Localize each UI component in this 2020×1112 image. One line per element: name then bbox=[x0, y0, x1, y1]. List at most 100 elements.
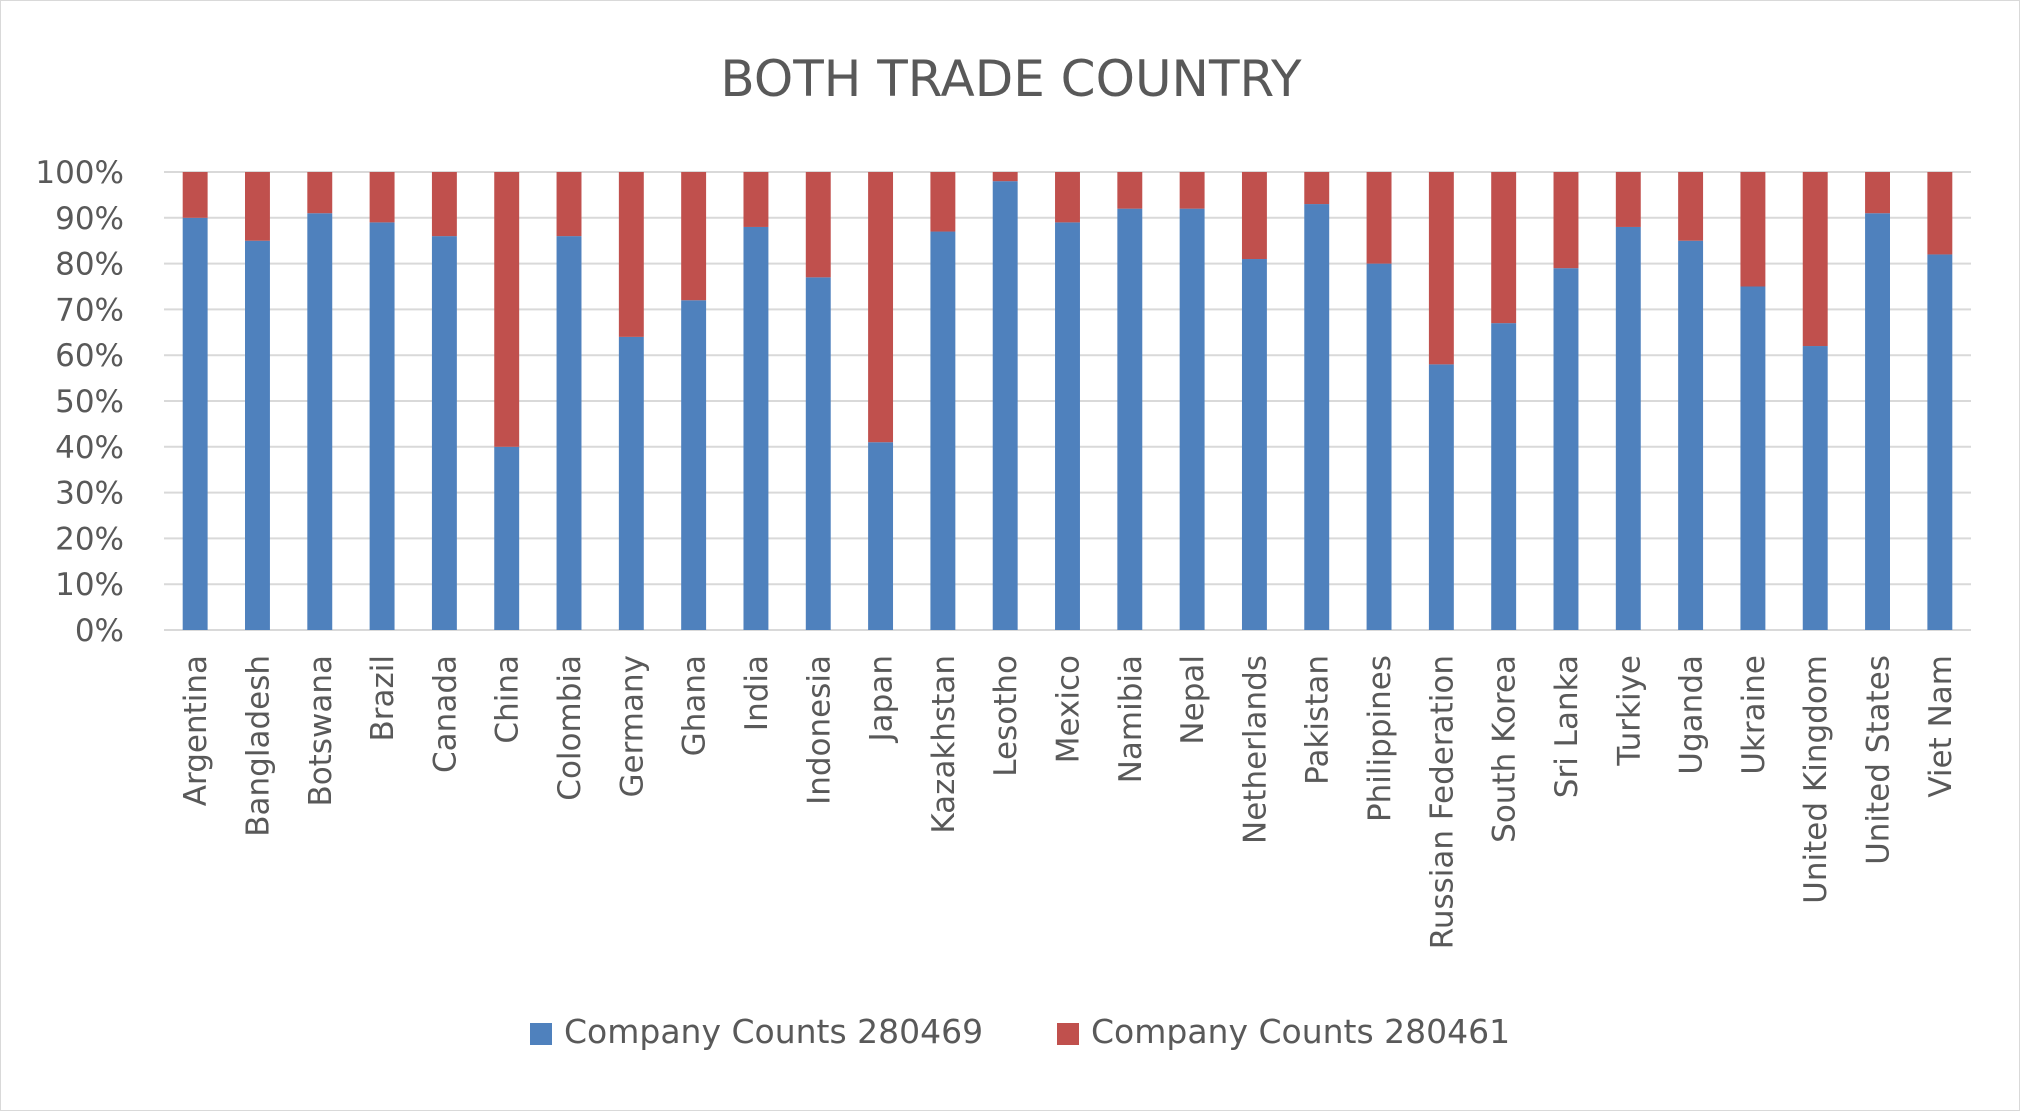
bar-segment-series-2 bbox=[681, 172, 707, 301]
bar-segment-series-1 bbox=[1491, 323, 1517, 630]
bar-segment-series-1 bbox=[1615, 226, 1641, 630]
bar-segment-series-2 bbox=[1553, 172, 1579, 269]
x-category-label: Japan bbox=[864, 655, 900, 743]
bar-segment-series-1 bbox=[182, 217, 208, 631]
bar-segment-series-1 bbox=[1553, 268, 1579, 630]
bar-segment-series-2 bbox=[1241, 172, 1267, 260]
legend-swatch-series-2 bbox=[1057, 1023, 1079, 1045]
bar-segment-series-1 bbox=[992, 181, 1018, 630]
bar-segment-series-2 bbox=[805, 172, 831, 278]
x-category-label: Mexico bbox=[1051, 655, 1087, 763]
bar-segment-series-1 bbox=[805, 277, 831, 630]
x-category-label: Pakistan bbox=[1300, 655, 1336, 785]
y-tick-label: 70% bbox=[55, 292, 124, 328]
bar-segment-series-2 bbox=[1802, 172, 1828, 347]
x-category-label: Ukraine bbox=[1736, 655, 1772, 775]
bar-segment-series-2 bbox=[494, 172, 520, 447]
bar-segment-series-1 bbox=[1428, 364, 1454, 630]
x-category-label: Uganda bbox=[1674, 655, 1710, 775]
bar-segment-series-2 bbox=[868, 172, 894, 443]
bar-segment-series-1 bbox=[1055, 222, 1080, 630]
bar-segment-series-1 bbox=[930, 231, 956, 631]
x-category-label: Lesotho bbox=[988, 655, 1024, 777]
bar-segment-series-1 bbox=[1117, 208, 1143, 630]
x-category-label: Turkiye bbox=[1611, 655, 1647, 767]
bar-segment-series-1 bbox=[494, 446, 520, 630]
legend: Company Counts 280469 Company Counts 2804… bbox=[530, 1012, 1510, 1051]
bar-segment-series-2 bbox=[182, 172, 208, 218]
x-category-label: Bangladesh bbox=[240, 655, 276, 837]
x-category-label: Botswana bbox=[303, 655, 339, 807]
x-category-label: Ghana bbox=[677, 655, 713, 756]
x-category-label: South Korea bbox=[1487, 655, 1523, 843]
bar-segment-series-2 bbox=[1865, 172, 1890, 214]
bar-segment-series-2 bbox=[307, 172, 333, 214]
y-tick-label: 60% bbox=[55, 338, 124, 374]
y-tick-label: 80% bbox=[55, 247, 124, 283]
x-category-label: Namibia bbox=[1113, 655, 1149, 783]
bar-segment-series-1 bbox=[743, 226, 769, 630]
y-tick-label: 100% bbox=[35, 155, 124, 191]
x-category-label: Russian Federation bbox=[1424, 655, 1460, 949]
bar-segment-series-2 bbox=[1428, 172, 1454, 365]
legend-label-series-2: Company Counts 280461 bbox=[1091, 1012, 1510, 1051]
bar-segment-series-1 bbox=[681, 300, 707, 630]
bar-segment-series-1 bbox=[1927, 254, 1953, 630]
legend-swatch-series-1 bbox=[530, 1023, 552, 1045]
bar-segment-series-1 bbox=[556, 236, 582, 630]
bar-segment-series-2 bbox=[743, 172, 769, 227]
x-category-label: Netherlands bbox=[1237, 655, 1273, 844]
x-category-label: Nepal bbox=[1175, 655, 1211, 745]
bar-segment-series-2 bbox=[1491, 172, 1517, 324]
bar-segment-series-1 bbox=[369, 222, 395, 630]
bar-segment-series-1 bbox=[1740, 286, 1766, 630]
bar-segment-series-1 bbox=[1865, 213, 1890, 630]
y-tick-label: 50% bbox=[55, 384, 124, 420]
bar-segment-series-1 bbox=[245, 240, 270, 630]
x-category-label: Argentina bbox=[178, 655, 214, 806]
x-category-label: Indonesia bbox=[801, 655, 837, 805]
bar-segment-series-1 bbox=[1802, 346, 1828, 630]
y-tick-label: 40% bbox=[55, 430, 124, 466]
bar-segment-series-2 bbox=[992, 172, 1018, 182]
x-axis-categories: Argentina Bangladesh Botswana Brazil Canada C… bbox=[178, 655, 1959, 949]
bar-segment-series-1 bbox=[1241, 259, 1267, 630]
bar-segment-series-1 bbox=[1304, 204, 1330, 630]
bar-segment-series-1 bbox=[1366, 263, 1392, 630]
bar-segment-series-1 bbox=[868, 442, 894, 630]
bar-segment-series-1 bbox=[1678, 240, 1704, 630]
x-category-label: Germany bbox=[614, 655, 650, 797]
x-category-label: United Kingdom bbox=[1798, 655, 1834, 904]
x-category-label: Viet Nam bbox=[1923, 655, 1959, 798]
x-category-label: Philippines bbox=[1362, 655, 1398, 822]
bar-segment-series-1 bbox=[307, 213, 333, 630]
bar-segment-series-1 bbox=[1179, 208, 1205, 630]
bar-segment-series-2 bbox=[1927, 172, 1953, 255]
bar-segment-series-2 bbox=[431, 172, 457, 237]
bar-segment-series-2 bbox=[369, 172, 395, 223]
y-tick-label: 30% bbox=[55, 476, 124, 512]
y-tick-label: 20% bbox=[55, 521, 124, 557]
bars bbox=[182, 172, 1953, 631]
bar-segment-series-2 bbox=[1740, 172, 1766, 287]
bar-segment-series-2 bbox=[1179, 172, 1205, 209]
y-tick-label: 90% bbox=[55, 201, 124, 237]
bar-segment-series-2 bbox=[1366, 172, 1392, 264]
x-category-label: China bbox=[490, 655, 526, 744]
x-category-label: Brazil bbox=[365, 655, 401, 742]
x-category-label: Sri Lanka bbox=[1549, 655, 1585, 798]
x-category-label: Kazakhstan bbox=[926, 655, 962, 834]
x-category-label: United States bbox=[1861, 655, 1897, 865]
bar-segment-series-2 bbox=[1615, 172, 1641, 227]
bar-segment-series-2 bbox=[245, 172, 270, 241]
bar-segment-series-2 bbox=[1055, 172, 1080, 223]
x-category-label: Colombia bbox=[552, 655, 588, 801]
bar-segment-series-2 bbox=[618, 172, 644, 337]
bar-segment-series-1 bbox=[431, 236, 457, 630]
bar-segment-series-2 bbox=[930, 172, 956, 232]
y-tick-label: 10% bbox=[55, 567, 124, 603]
y-axis-ticks: 0% 10% 20% 30% 40% 50% 60% 70% 80% 90% 100% bbox=[35, 155, 124, 649]
x-category-label: India bbox=[739, 655, 775, 731]
